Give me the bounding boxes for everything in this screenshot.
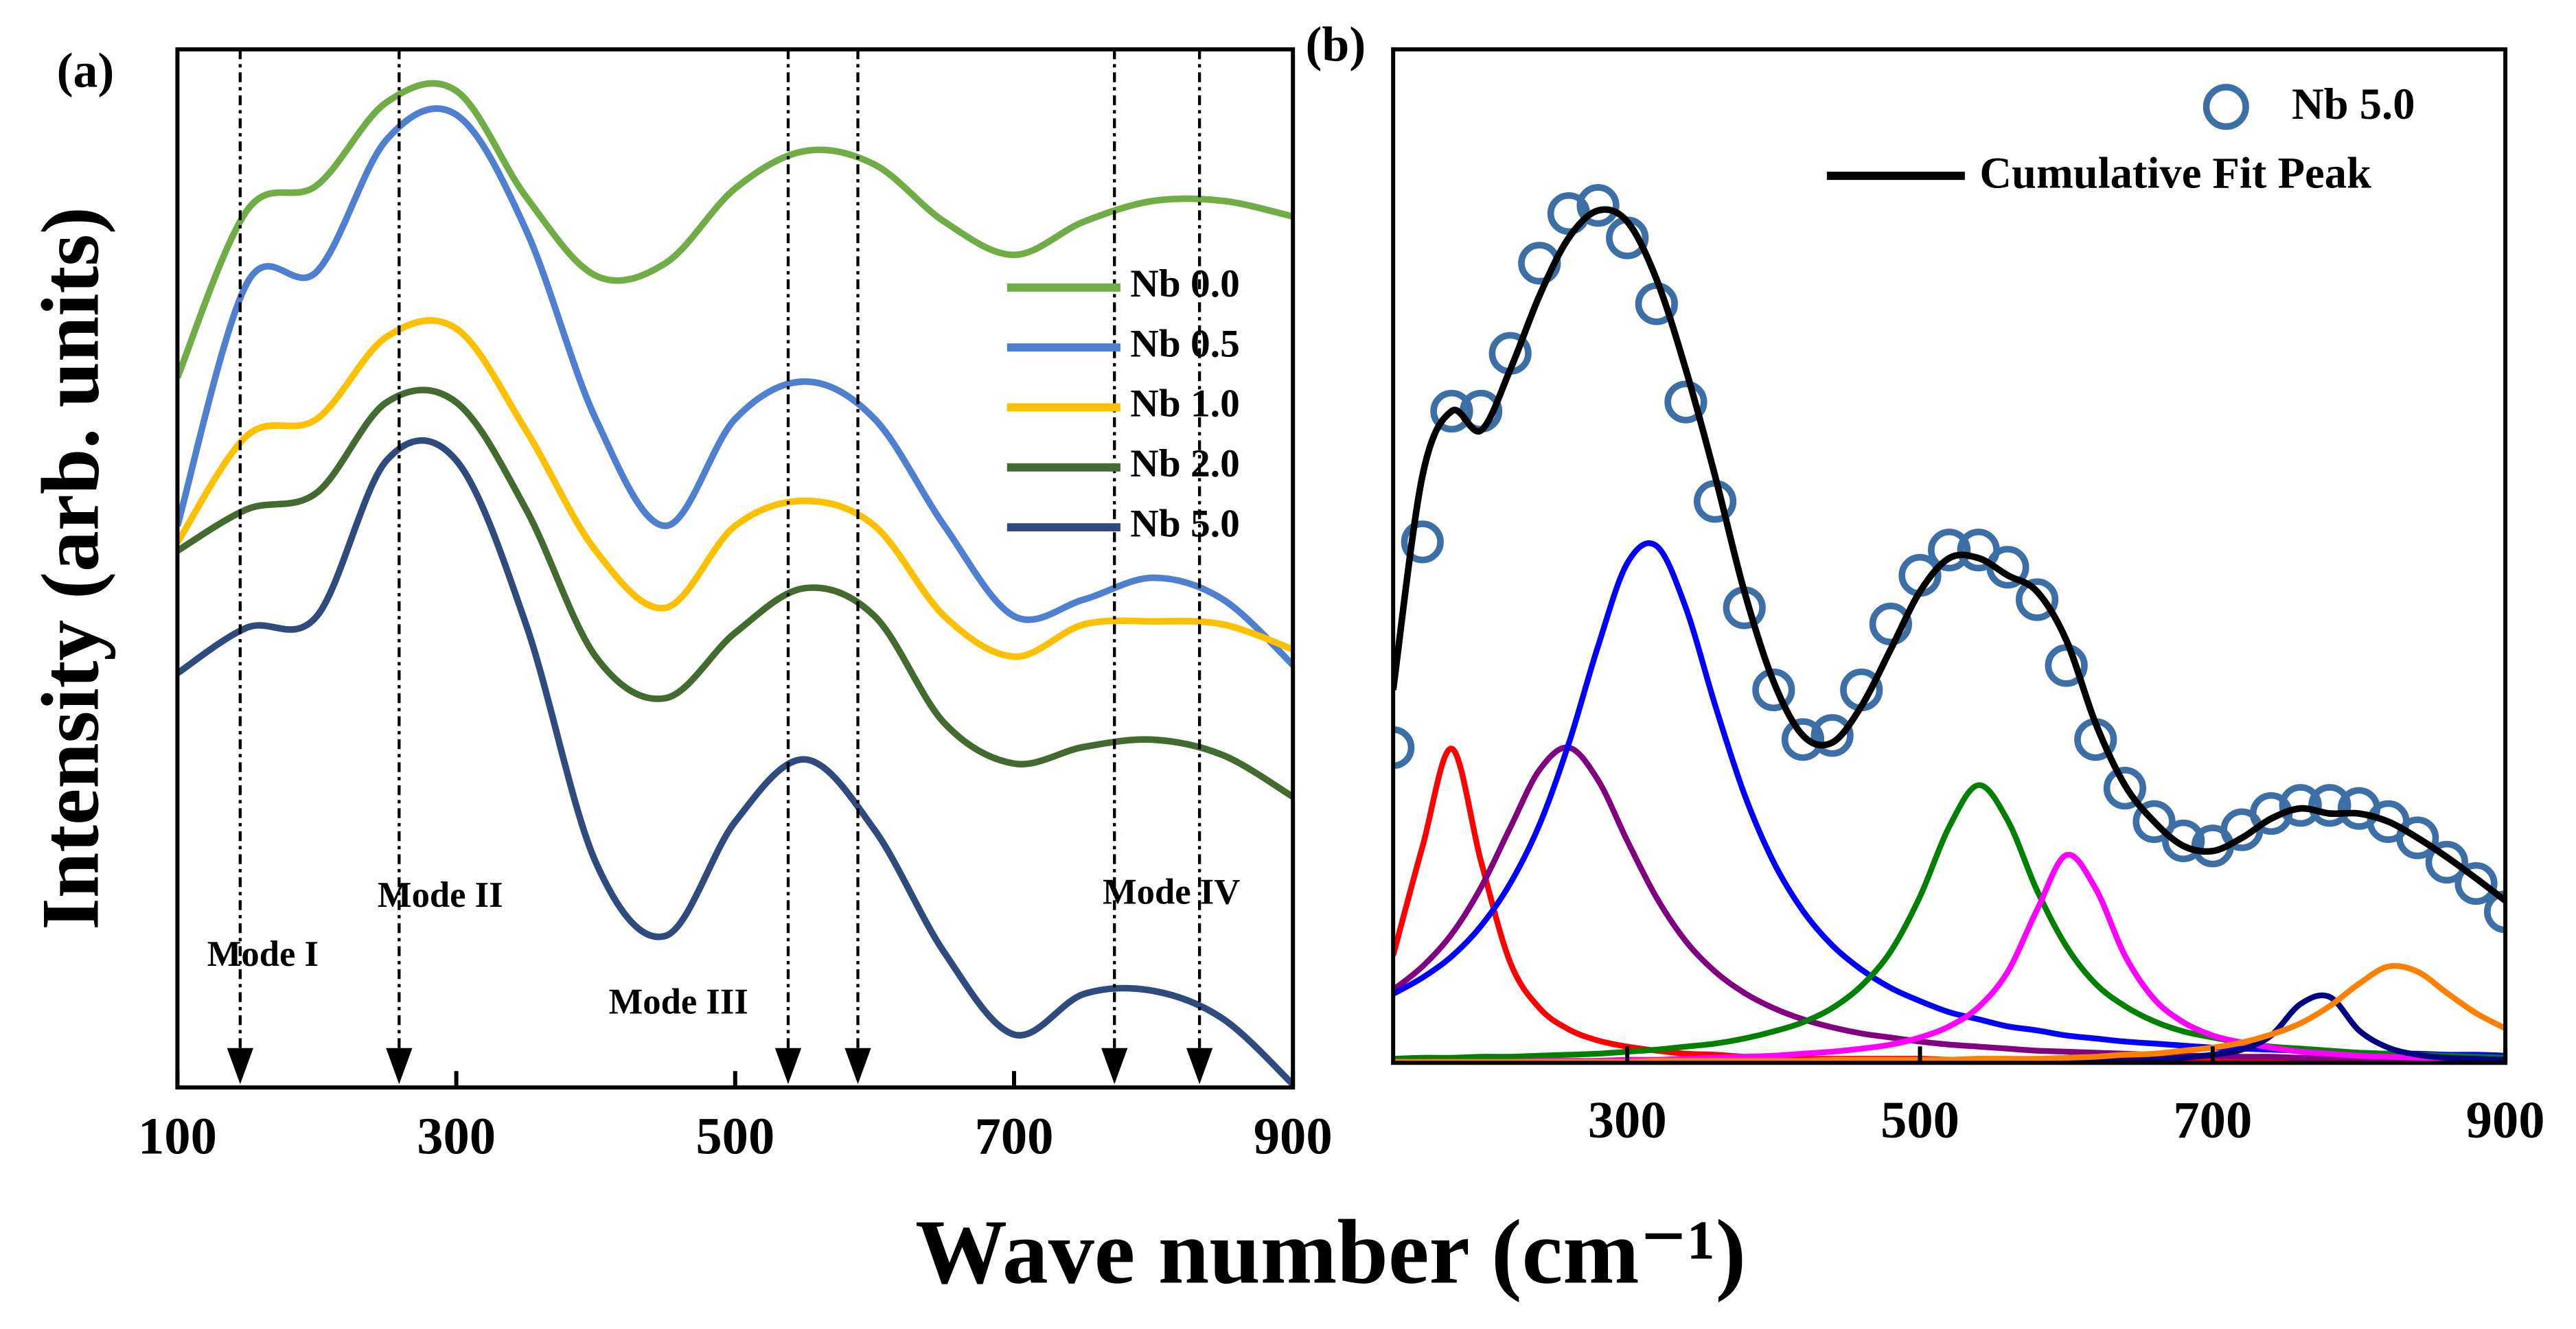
data-point [2279,784,2322,827]
mode-arrow [1186,1048,1213,1085]
series-line [177,437,1293,1087]
legend-label: Nb 1.0 [1130,382,1240,426]
series-line [177,316,1293,660]
series-line [1393,782,2506,1062]
data-point [1576,184,1620,227]
data-point [2015,578,2059,621]
data-point [2425,840,2468,884]
mode-arrow [844,1048,871,1085]
x-tick-label: 300 [417,1107,496,1166]
data-point [1781,718,1825,761]
data-point [1664,380,1707,424]
x-tick-label: 100 [138,1107,217,1166]
data-point [2132,800,2176,843]
data-point [1401,520,1444,564]
data-point [2484,890,2506,934]
mode-arrow [774,1048,802,1085]
panel-label: (b) [1306,16,1366,71]
data-point [2396,816,2439,859]
plot-area [177,80,1293,1087]
data-point [2308,784,2351,827]
legend-label: Nb 0.0 [1130,262,1240,305]
x-tick-label: 900 [2466,1091,2545,1149]
legend-label: Nb 2.0 [1130,442,1240,485]
data-point [1393,726,1415,770]
legend-label: Cumulative Fit Peak [1979,148,2371,197]
series-line [177,80,1293,379]
mode-arrow [1101,1048,1128,1085]
mode-arrow [386,1048,413,1085]
x-tick-label: 500 [1881,1091,1959,1149]
x-tick-label: 300 [1588,1091,1667,1149]
x-tick-label: 700 [2173,1091,2252,1149]
data-point [2162,819,2205,863]
x-tick-label: 900 [1254,1107,1333,1166]
mode-label: Mode II [378,875,503,915]
series-line [1393,540,2506,1059]
data-point [1430,389,1473,433]
series-line [177,386,1293,800]
x-tick-label: 500 [695,1107,774,1166]
x-tick-label: 700 [975,1107,1054,1166]
mode-label: Mode I [207,934,319,974]
data-point [2103,767,2147,810]
data-point [1810,714,1854,757]
series-line [177,105,1293,668]
mode-label: Mode IV [1103,872,1240,912]
data-point [1752,668,1795,712]
data-point [2454,862,2498,905]
data-point [1928,529,1971,572]
legend-swatch [2203,84,2249,130]
plot-frame [1391,47,2508,1065]
mode-label: Mode III [609,982,748,1022]
x-axis-title: Wave number (cm⁻¹) [915,1201,1746,1303]
plot-area [1393,184,2506,1063]
legend-label: Nb 5.0 [2292,79,2415,128]
y-axis-title: Intensity (arb. units) [24,207,115,930]
legend-label: Nb 5.0 [1130,502,1240,545]
series-line [1393,851,2506,1063]
panel-label: (a) [57,43,115,98]
legend-label: Nb 0.5 [1130,322,1240,365]
series-line [1393,206,2506,903]
mode-arrow [227,1048,253,1085]
